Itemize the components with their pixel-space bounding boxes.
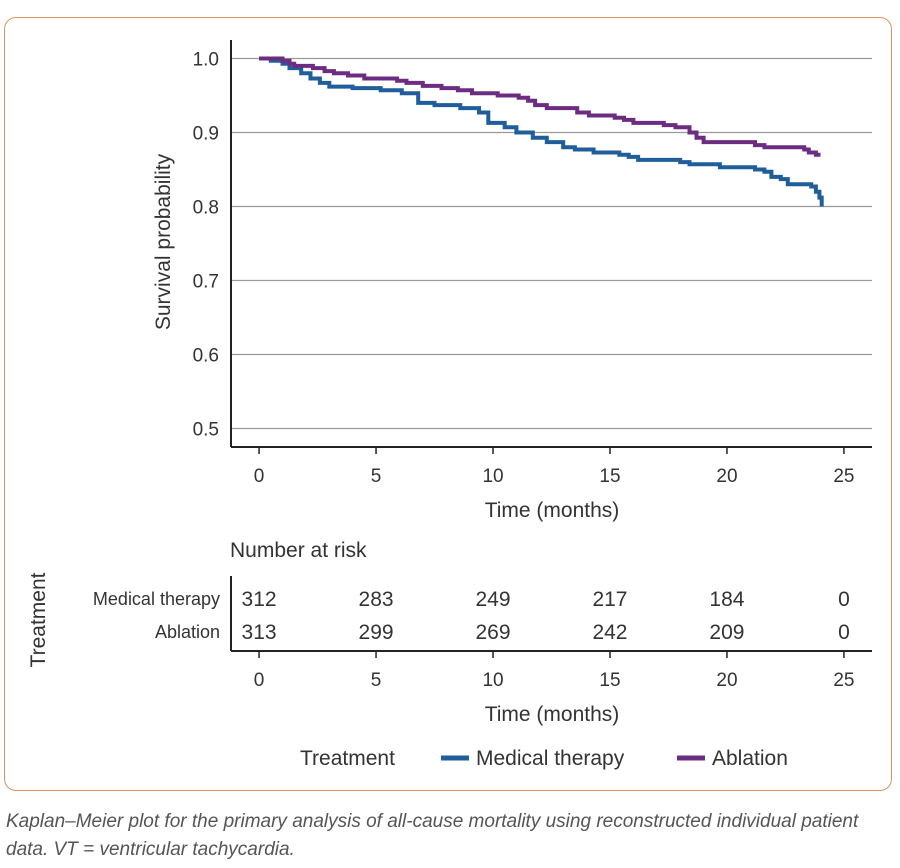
- y-axis-ticks: 0.5 0.6 0.7 0.8 0.9 1.0: [193, 50, 219, 441]
- risk-count: 283: [359, 588, 394, 611]
- legend-label-medical-therapy: Medical therapy: [476, 747, 625, 770]
- y-tick-label: 0.7: [193, 272, 219, 293]
- risk-x-tick-label: 5: [371, 670, 382, 691]
- x-tick-label: 25: [833, 466, 854, 487]
- risk-x-tick-label: 20: [716, 670, 737, 691]
- legend-title: Treatment: [300, 747, 395, 770]
- survival-curve-ablation: [259, 56, 821, 157]
- risk-count: 242: [592, 621, 627, 644]
- risk-table-title: Number at risk: [230, 539, 367, 562]
- risk-table: Medical therapy 312 283 249 217 184 0 Ablation 3…: [93, 588, 850, 644]
- risk-x-tick-label: 10: [482, 670, 503, 691]
- x-tick-label: 10: [482, 466, 503, 487]
- risk-row-label: Medical therapy: [93, 589, 220, 609]
- risk-count: 217: [592, 588, 627, 611]
- risk-x-tick-label: 25: [833, 670, 854, 691]
- kaplan-meier-chart: 0.5 0.6 0.7 0.8 0.9 1.0 0 5 10 15 20 25 Survival p…: [27, 40, 872, 770]
- y-tick-label: 0.9: [193, 124, 219, 145]
- y-tick-label: 0.8: [193, 198, 219, 219]
- risk-count: 312: [242, 588, 277, 611]
- risk-count: 249: [475, 588, 510, 611]
- x-tick-label: 5: [371, 466, 382, 487]
- risk-count: 209: [709, 621, 744, 644]
- y-axis-label: Survival probability: [152, 153, 175, 330]
- x-tick-label: 15: [599, 466, 620, 487]
- legend-label-ablation: Ablation: [712, 747, 788, 770]
- risk-row-label: Ablation: [155, 622, 220, 642]
- legend: Treatment Medical therapy Ablation: [300, 747, 788, 770]
- figure-frame: [4, 17, 892, 791]
- survival-curves: [259, 56, 824, 207]
- y-tick-label: 0.5: [193, 420, 219, 441]
- x-axis-label: Time (months): [485, 499, 620, 522]
- x-axis-ticks: 0 5 10 15 20 25: [254, 447, 854, 487]
- risk-count: 313: [242, 621, 277, 644]
- risk-table-x-ticks: 0 5 10 15 20 25: [254, 651, 854, 691]
- x-tick-label: 0: [254, 466, 265, 487]
- risk-x-tick-label: 15: [599, 670, 620, 691]
- risk-x-tick-label: 0: [254, 670, 265, 691]
- risk-table-x-axis-label: Time (months): [485, 703, 620, 726]
- gridlines: [231, 57, 872, 430]
- figure-caption: Kaplan–Meier plot for the primary analys…: [6, 811, 859, 860]
- risk-count: 184: [709, 588, 744, 611]
- survival-curve-medical-therapy: [259, 56, 824, 207]
- y-tick-label: 1.0: [193, 50, 219, 71]
- y-tick-label: 0.6: [193, 346, 219, 367]
- risk-table-treatment-label: Treatment: [27, 572, 50, 667]
- risk-count: 0: [838, 588, 850, 611]
- risk-count: 0: [838, 621, 850, 644]
- x-tick-label: 20: [716, 466, 737, 487]
- risk-count: 299: [359, 621, 394, 644]
- risk-count: 269: [475, 621, 510, 644]
